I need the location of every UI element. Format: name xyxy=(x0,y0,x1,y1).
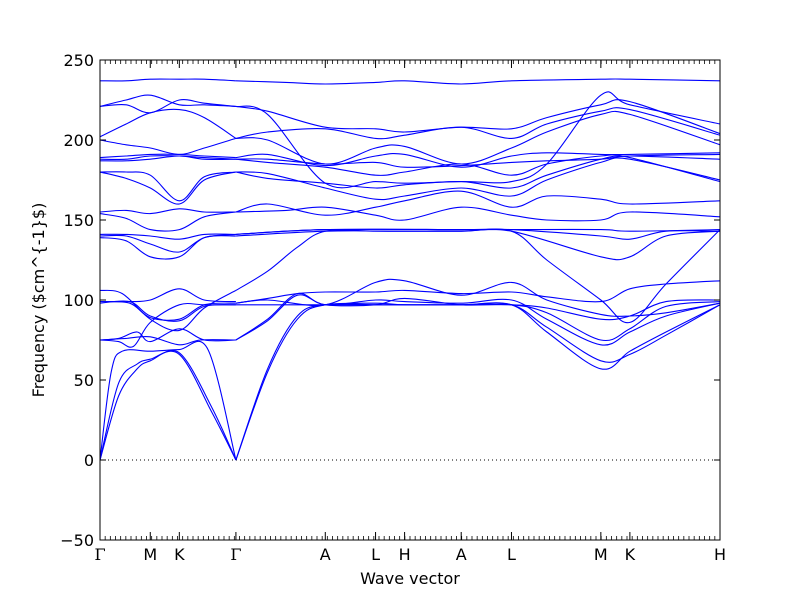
dispersion-branch-18 xyxy=(100,155,236,162)
dispersion-branches xyxy=(100,78,720,461)
x-tick-label: K xyxy=(625,545,636,564)
x-axis-label: Wave vector xyxy=(360,569,460,588)
dispersion-branch-22 xyxy=(100,108,237,139)
dispersion-branch-24 xyxy=(100,94,236,107)
x-tick-label: M xyxy=(143,545,157,564)
dispersion-branch-39 xyxy=(235,157,720,201)
dispersion-branch-1 xyxy=(100,349,237,461)
dispersion-branch-17 xyxy=(100,171,236,202)
dispersion-branch-9 xyxy=(100,288,236,303)
y-tick-labels: −50 0 50 100 150 200 250 xyxy=(60,51,94,550)
x-tick-label: A xyxy=(320,545,331,564)
x-tick-label: Γ xyxy=(94,545,105,564)
dispersion-branch-38 xyxy=(235,190,720,216)
dispersion-branch-16 xyxy=(100,171,237,205)
dispersion-branch-20 xyxy=(100,153,236,159)
dispersion-branch-34 xyxy=(235,228,720,261)
dispersion-branch-48 xyxy=(235,78,720,85)
y-tick-label: −50 xyxy=(60,531,94,550)
dispersion-branch-30 xyxy=(235,299,720,321)
x-tick-label: M xyxy=(594,545,608,564)
dispersion-branch-12 xyxy=(100,233,236,253)
x-tick-label: A xyxy=(456,545,467,564)
dispersion-branch-42 xyxy=(235,153,720,168)
y-tick-label: 200 xyxy=(63,131,94,150)
dispersion-branch-32 xyxy=(235,278,720,317)
dispersion-branch-10 xyxy=(100,289,237,332)
dispersion-branch-23 xyxy=(100,99,236,114)
axis-ticks xyxy=(99,59,721,541)
plot-frame xyxy=(99,59,721,541)
dispersion-branch-47 xyxy=(235,91,720,189)
dispersion-branch-3 xyxy=(100,340,237,461)
dispersion-branch-21 xyxy=(100,137,237,155)
x-tick-label: Γ xyxy=(230,545,241,564)
dispersion-branch-19 xyxy=(100,155,236,160)
dispersion-branch-36 xyxy=(235,228,720,235)
dispersion-branch-44 xyxy=(235,110,720,165)
dispersion-branch-46 xyxy=(235,99,720,135)
x-tick-label: L xyxy=(371,545,380,564)
dispersion-branch-8 xyxy=(100,300,236,321)
dispersion-branch-43 xyxy=(235,152,720,168)
dispersion-branch-2 xyxy=(100,350,237,461)
x-tick-label: H xyxy=(714,545,726,564)
x-tick-label: H xyxy=(399,545,411,564)
dispersion-branch-15 xyxy=(100,208,236,215)
y-axis-label: Frequency ($cm^{-1}$) xyxy=(29,203,48,398)
y-tick-label: 50 xyxy=(74,371,94,390)
dispersion-branch-25 xyxy=(100,78,236,82)
dispersion-branch-31 xyxy=(235,280,720,304)
y-tick-label: 100 xyxy=(63,291,94,310)
dispersion-branch-37 xyxy=(235,206,720,222)
x-tick-label: L xyxy=(507,545,516,564)
y-tick-label: 0 xyxy=(84,451,94,470)
y-tick-label: 250 xyxy=(63,51,94,70)
dispersion-branch-6 xyxy=(100,335,236,346)
dispersion-branch-14 xyxy=(100,211,236,232)
dispersion-branch-13 xyxy=(100,233,236,240)
x-tick-label: K xyxy=(174,545,185,564)
y-tick-label: 150 xyxy=(63,211,94,230)
